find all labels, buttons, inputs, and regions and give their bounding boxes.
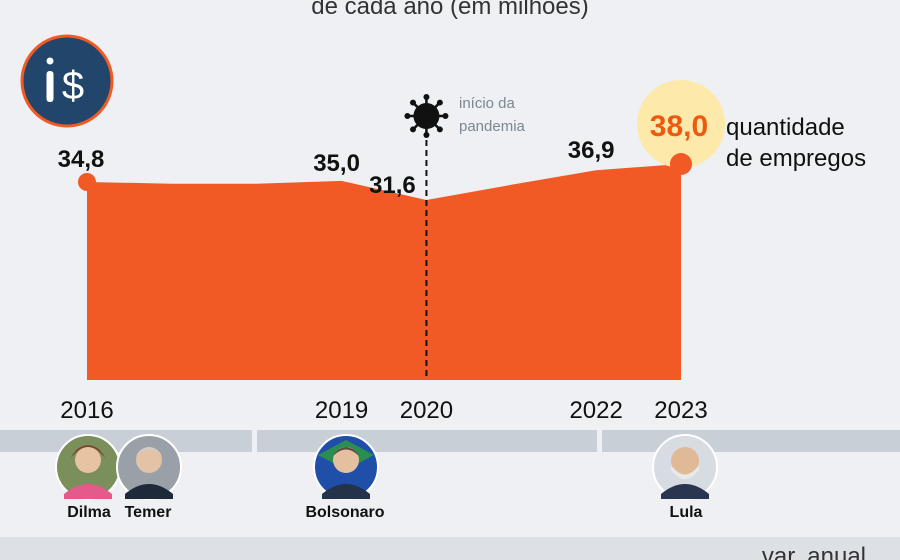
- avatar-dilma: [55, 434, 121, 500]
- avatar-bolsonaro: [313, 434, 379, 500]
- avatar-lula: [652, 434, 718, 500]
- x-tick-2016: 2016: [60, 397, 113, 424]
- point-2023: [670, 153, 692, 175]
- data-label-2019: 35,0: [313, 150, 360, 177]
- chart-title-fragment: de cada ano (em milhões): [311, 0, 588, 20]
- virus-spike-tip: [404, 113, 411, 119]
- money-worker-icon: [46, 57, 54, 102]
- x-tick-2022: 2022: [569, 397, 622, 424]
- virus-core: [413, 103, 440, 129]
- data-label-2020: 31,6: [369, 172, 416, 199]
- virus-spike-tip: [442, 113, 449, 119]
- avatar-temer: [116, 434, 182, 500]
- data-label-2016: 34,8: [58, 146, 105, 173]
- data-label-2022: 36,9: [568, 137, 615, 164]
- highlight-value: 38,0: [650, 110, 708, 143]
- highlight-label-line2: de empregos: [726, 145, 866, 172]
- highlight-label-line1: quantidade: [726, 114, 845, 141]
- virus-icon: [404, 94, 449, 138]
- virus-spike-tip: [436, 99, 443, 106]
- footer-band: [0, 537, 900, 560]
- virus-spike-tip: [423, 94, 430, 100]
- badge-dollar-sign: $: [62, 64, 84, 108]
- virus-spike-tip: [409, 99, 416, 106]
- x-tick-2023: 2023: [654, 397, 707, 424]
- x-tick-2019: 2019: [315, 397, 368, 424]
- highlight-circle: [637, 80, 725, 168]
- term-band-lula: [602, 430, 900, 452]
- president-name-dilma: Dilma: [67, 504, 111, 521]
- president-name-bolsonaro: Bolsonaro: [305, 504, 384, 521]
- employment-area: [87, 164, 681, 380]
- pandemic-note-line2: pandemia: [459, 118, 526, 135]
- point-2016: [78, 173, 96, 191]
- president-name-lula: Lula: [670, 504, 703, 521]
- virus-spike-tip: [409, 126, 416, 133]
- worker-money-badge: $: [20, 34, 114, 128]
- term-band-bolsonaro: [257, 430, 597, 452]
- x-tick-2020: 2020: [400, 397, 453, 424]
- footer-fragment: var. anual: [762, 543, 866, 560]
- pandemic-note-line1: início da: [459, 95, 516, 112]
- virus-spike-tip: [423, 132, 430, 138]
- president-name-temer: Temer: [125, 504, 172, 521]
- virus-spike-tip: [436, 126, 443, 133]
